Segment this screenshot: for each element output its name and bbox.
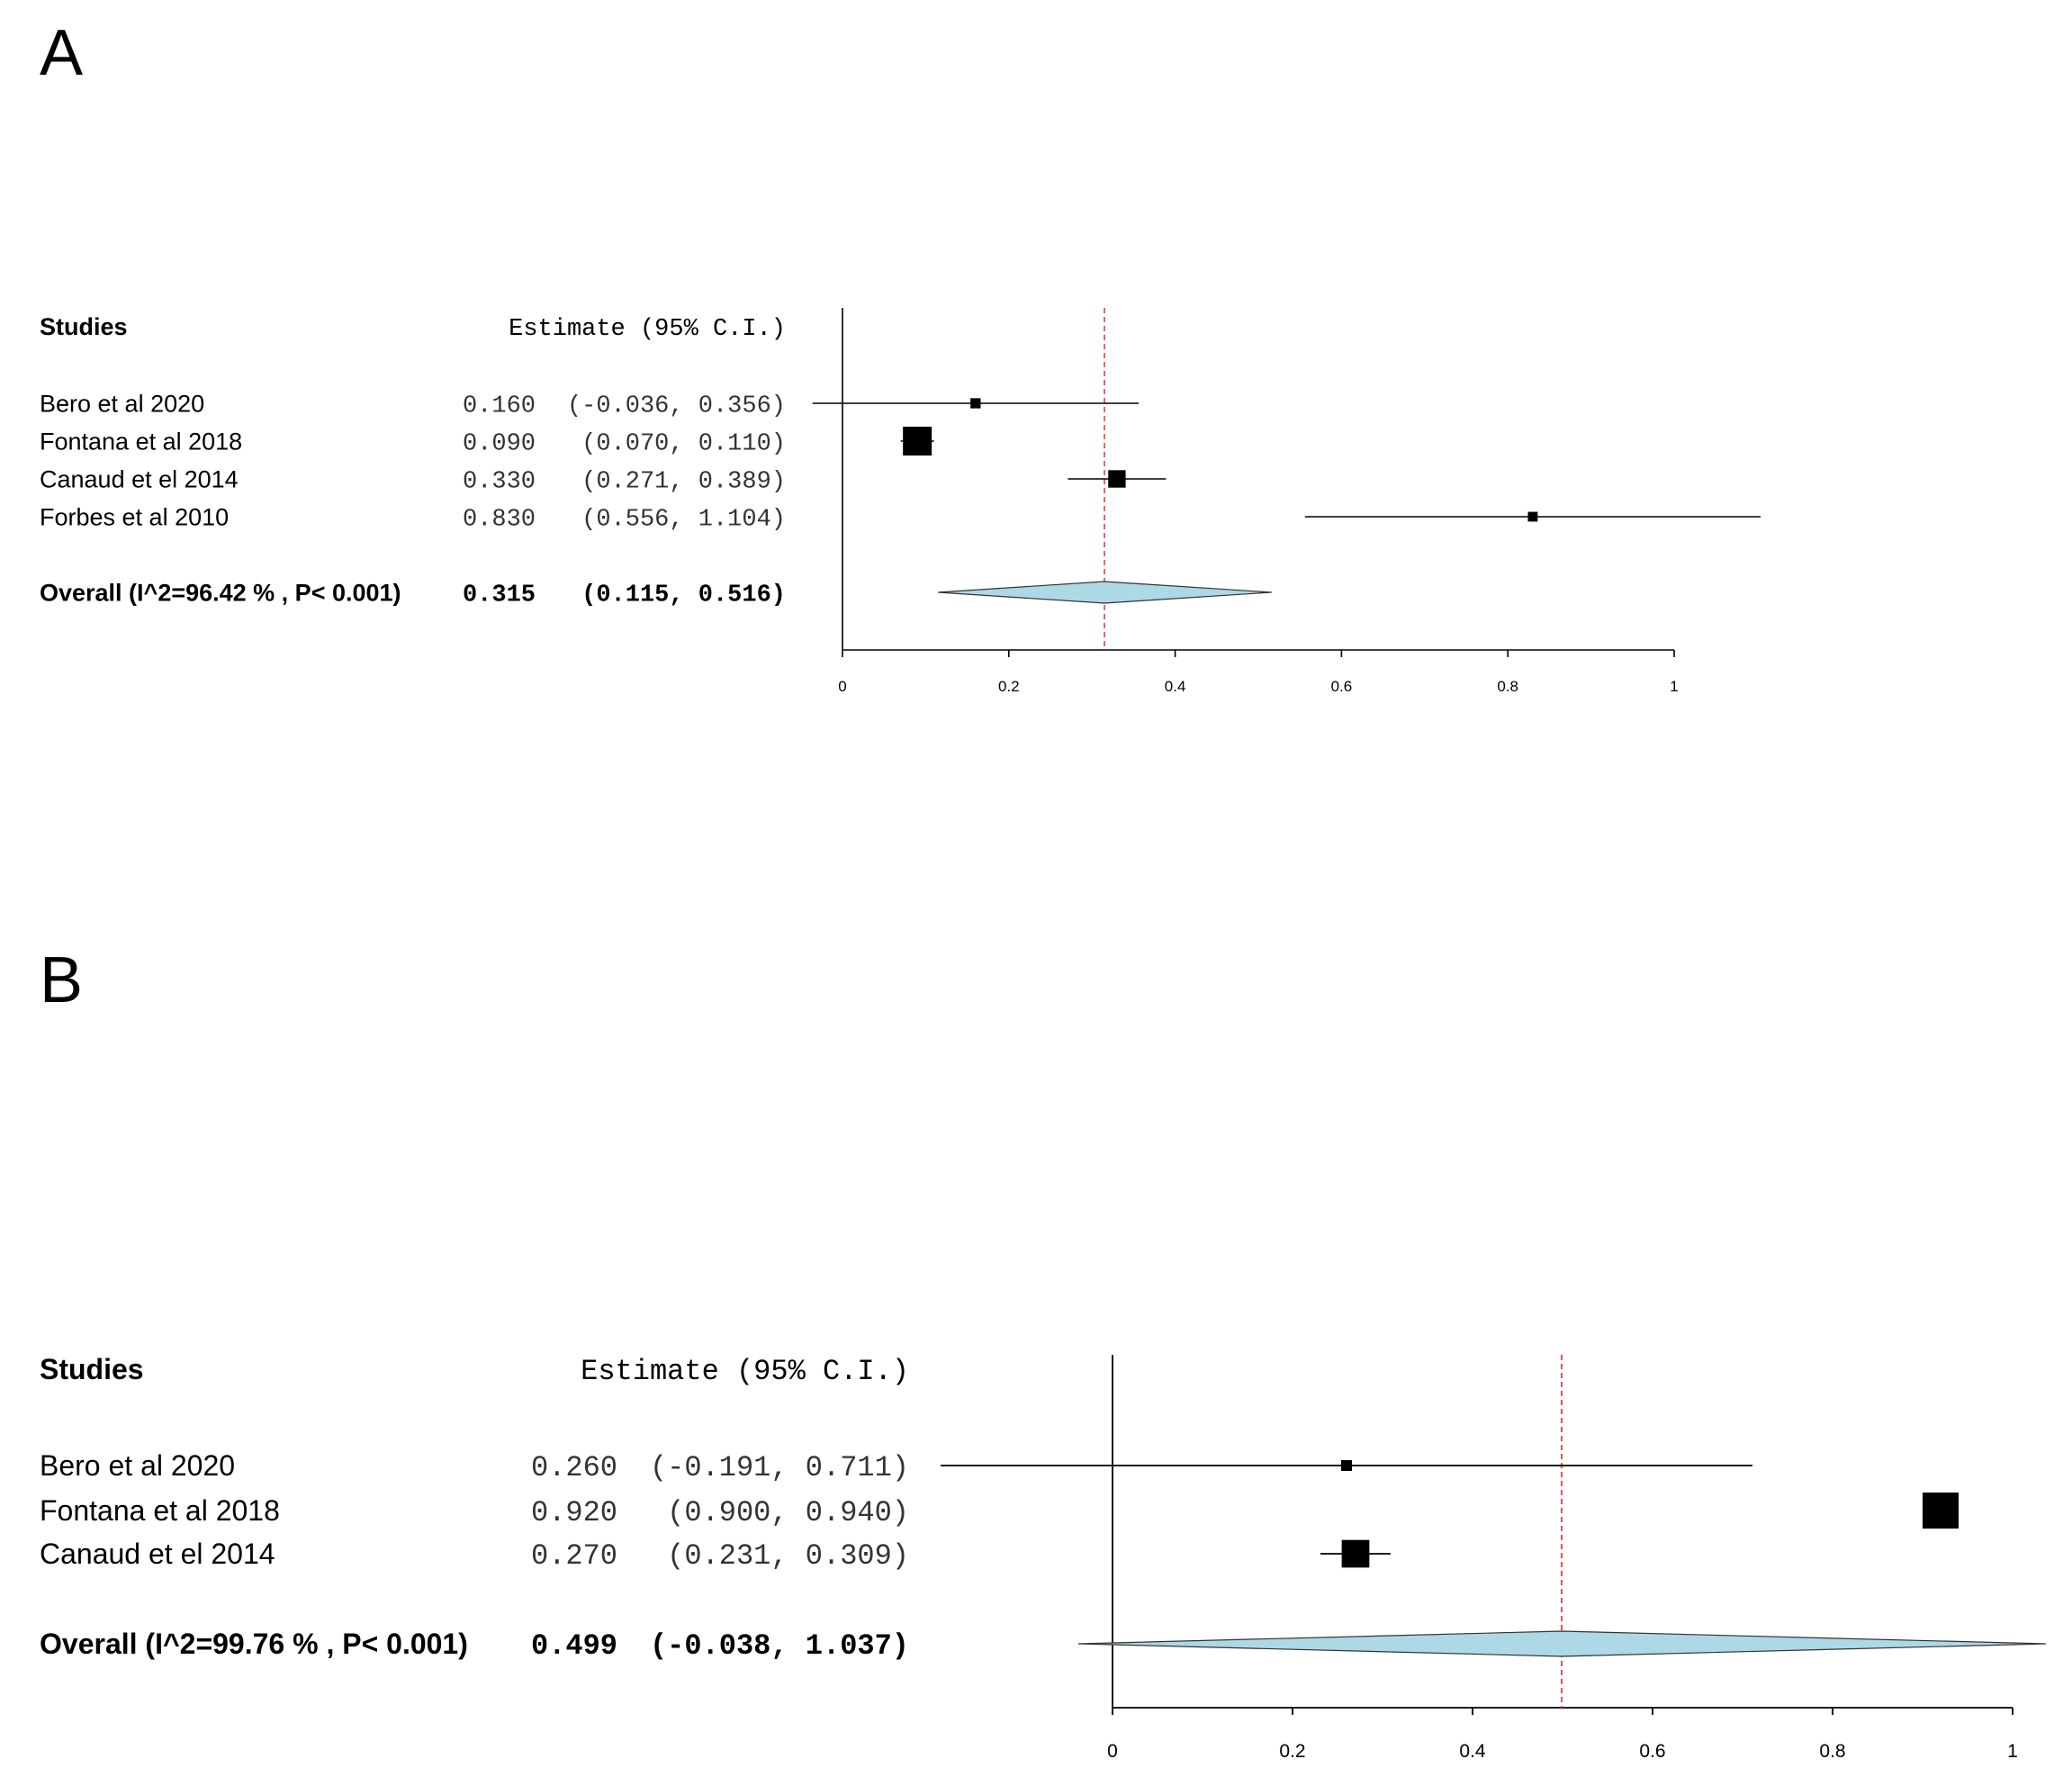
study-estimate-text: 0.330 bbox=[463, 468, 536, 495]
x-tick-label: 1 bbox=[2007, 1741, 2018, 1762]
overall-label: Overall (I^2=96.42 % , P< 0.001) bbox=[40, 579, 401, 606]
overall-diamond bbox=[938, 581, 1272, 604]
forest-plot-a: Studies Estimate (95% C.I.) 0 0.2 0.4 0.6 0.8 1… bbox=[40, 308, 1761, 695]
studies-header: Studies bbox=[40, 313, 128, 340]
study-point-square bbox=[1340, 1459, 1353, 1472]
x-tick-label: 0 bbox=[1107, 1741, 1118, 1762]
study-point-square bbox=[1527, 511, 1538, 522]
study-point-square bbox=[1341, 1539, 1370, 1568]
study-ci-text: (-0.191, 0.711) bbox=[650, 1451, 909, 1484]
panel-b-letter: B bbox=[40, 944, 84, 1016]
x-tick-label: 0.4 bbox=[1459, 1741, 1486, 1762]
x-tick-label: 0 bbox=[838, 678, 846, 695]
study-label: Bero et al 2020 bbox=[40, 390, 204, 417]
study-label: Fontana et al 2018 bbox=[40, 1494, 280, 1527]
study-label: Canaud et el 2014 bbox=[40, 1538, 275, 1570]
study-ci-text: (-0.036, 0.356) bbox=[567, 392, 786, 419]
x-tick-label: 0.8 bbox=[1819, 1741, 1845, 1762]
panel-a-letter: A bbox=[40, 17, 84, 89]
study-ci-text: (0.231, 0.309) bbox=[667, 1539, 909, 1573]
study-label: Forbes et al 2010 bbox=[40, 503, 229, 530]
study-estimate-text: 0.270 bbox=[531, 1539, 617, 1573]
estimate-header: Estimate (95% C.I.) bbox=[509, 316, 786, 343]
estimate-header: Estimate (95% C.I.) bbox=[581, 1355, 909, 1388]
study-estimate-text: 0.160 bbox=[463, 392, 536, 419]
studies-header: Studies bbox=[40, 1353, 144, 1385]
overall-estimate-text: 0.315 bbox=[463, 582, 536, 609]
overall-ci-text: (0.115, 0.516) bbox=[581, 582, 786, 609]
study-point-square bbox=[1923, 1493, 1959, 1529]
x-tick-label: 0.8 bbox=[1497, 678, 1518, 695]
overall-label: Overall (I^2=99.76 % , P< 0.001) bbox=[40, 1628, 468, 1660]
x-tick-label: 0.6 bbox=[1639, 1741, 1665, 1762]
study-label: Canaud et el 2014 bbox=[40, 465, 239, 492]
x-tick-label: 0.4 bbox=[1165, 678, 1186, 695]
study-point-square bbox=[970, 398, 981, 409]
x-tick-label: 0.2 bbox=[998, 678, 1020, 695]
study-estimate-text: 0.920 bbox=[531, 1496, 617, 1529]
study-ci-text: (0.900, 0.940) bbox=[667, 1496, 909, 1529]
study-point-square bbox=[1108, 470, 1126, 488]
study-point-square bbox=[903, 427, 932, 456]
study-estimate-text: 0.260 bbox=[531, 1451, 617, 1484]
x-tick-label: 0.2 bbox=[1279, 1741, 1305, 1762]
study-ci-text: (0.070, 0.110) bbox=[581, 430, 786, 457]
study-estimate-text: 0.090 bbox=[463, 430, 536, 457]
x-tick-label: 1 bbox=[1670, 678, 1678, 695]
overall-estimate-text: 0.499 bbox=[531, 1629, 617, 1663]
study-label: Bero et al 2020 bbox=[40, 1449, 235, 1482]
study-label: Fontana et al 2018 bbox=[40, 428, 242, 455]
x-tick-label: 0.6 bbox=[1331, 678, 1353, 695]
study-ci-text: (0.271, 0.389) bbox=[581, 468, 786, 495]
overall-diamond bbox=[1077, 1630, 2047, 1657]
forest-plot-b: Studies Estimate (95% C.I.) 0 0.2 0.4 0.6 0.8 1… bbox=[40, 1353, 2047, 1762]
study-estimate-text: 0.830 bbox=[463, 506, 536, 533]
overall-ci-text: (-0.038, 1.037) bbox=[650, 1629, 909, 1663]
study-ci-text: (0.556, 1.104) bbox=[581, 506, 786, 533]
